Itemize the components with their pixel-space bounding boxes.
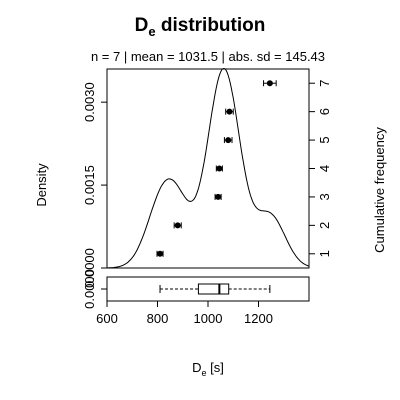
data-point bbox=[226, 108, 233, 115]
x-axis-label: De [s] bbox=[192, 360, 224, 378]
y-tick-right-label: 6 bbox=[317, 108, 332, 115]
y-tick-left-label: 0.0015 bbox=[82, 165, 97, 205]
x-axis: 600 800 1000 1200 bbox=[96, 300, 273, 326]
data-point bbox=[225, 137, 232, 144]
y-tick-left-label: 0.0000 bbox=[82, 248, 97, 288]
y-tick-right-label: 2 bbox=[317, 222, 332, 229]
x-tick-label: 800 bbox=[147, 311, 169, 326]
chart-subtitle: n = 7 | mean = 1031.5 | abs. sd = 145.43 bbox=[91, 49, 325, 64]
density-plot-frame bbox=[106, 68, 310, 269]
boxplot bbox=[159, 283, 271, 295]
x-tick-label: 1000 bbox=[194, 311, 223, 326]
y-tick-right-label: 3 bbox=[317, 193, 332, 200]
y-tick-right-label: 7 bbox=[317, 80, 332, 87]
y-axis-left-label: Density bbox=[34, 163, 49, 207]
data-point bbox=[216, 165, 223, 172]
x-tick-label: 600 bbox=[96, 311, 118, 326]
y-tick-right-label: 4 bbox=[317, 165, 332, 172]
data-point bbox=[266, 80, 273, 87]
y-tick-left-label: 0.0000 bbox=[82, 269, 97, 309]
y-tick-left-label: 0.0030 bbox=[82, 82, 97, 122]
data-point bbox=[215, 193, 222, 200]
data-point bbox=[157, 250, 164, 257]
boxplot-box bbox=[197, 283, 230, 295]
chart-title: De distribution bbox=[135, 15, 266, 39]
y-axis-right: 1 2 3 4 5 6 7 bbox=[308, 80, 332, 257]
density-curve bbox=[107, 67, 310, 269]
y-axis-left: 0.0000 0.0015 0.0030 0.0000 bbox=[82, 82, 108, 309]
x-tick-label: 1200 bbox=[244, 311, 273, 326]
y-tick-right-label: 5 bbox=[317, 136, 332, 143]
data-points bbox=[156, 80, 277, 257]
y-tick-right-label: 1 bbox=[317, 250, 332, 257]
data-point bbox=[174, 222, 181, 229]
y-axis-right-label: Cumulative frequency bbox=[372, 127, 387, 253]
